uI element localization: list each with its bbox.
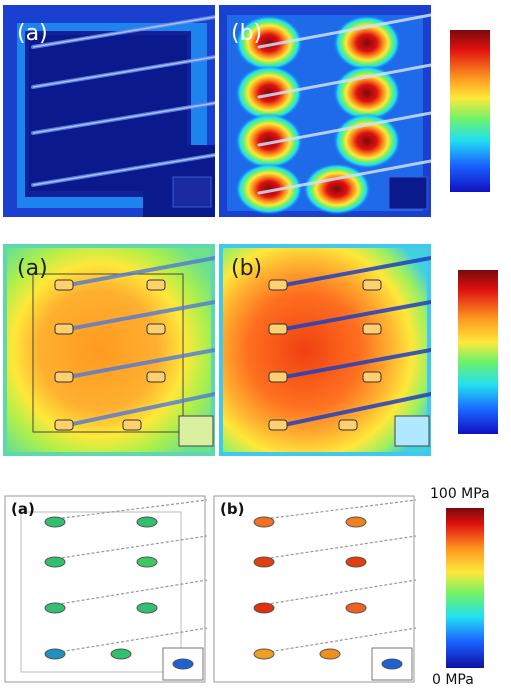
row3-contour-a [4,495,207,683]
row1-panel-a: (a) [3,5,215,217]
row2-colorbar [458,270,498,434]
row1-contour-b [219,5,431,217]
row3-label-b: (b) [220,500,245,518]
row2-panel-a: (a) [3,244,215,456]
row3-colorbar [446,508,484,668]
row3-panel-b: (b) [212,494,416,684]
row3-contour-b [213,495,416,683]
row1-panel-b: (b) [219,5,431,217]
row2-label-b: (b) [231,256,263,281]
row1-contour-a [3,5,215,217]
row2-contour-b [219,244,431,456]
row2-panel-b: (b) [219,244,431,456]
colorbar-max-label: 100 MPa [430,486,490,502]
row1-label-a: (a) [17,21,48,46]
row2-contour-a [3,244,215,456]
row3-label-a: (a) [11,500,35,518]
row1-label-b: (b) [231,21,263,46]
row1-colorbar [450,30,490,192]
row2-label-a: (a) [17,256,48,281]
row3-panel-a: (a) [3,494,207,684]
colorbar-min-label: 0 MPa [432,672,474,688]
